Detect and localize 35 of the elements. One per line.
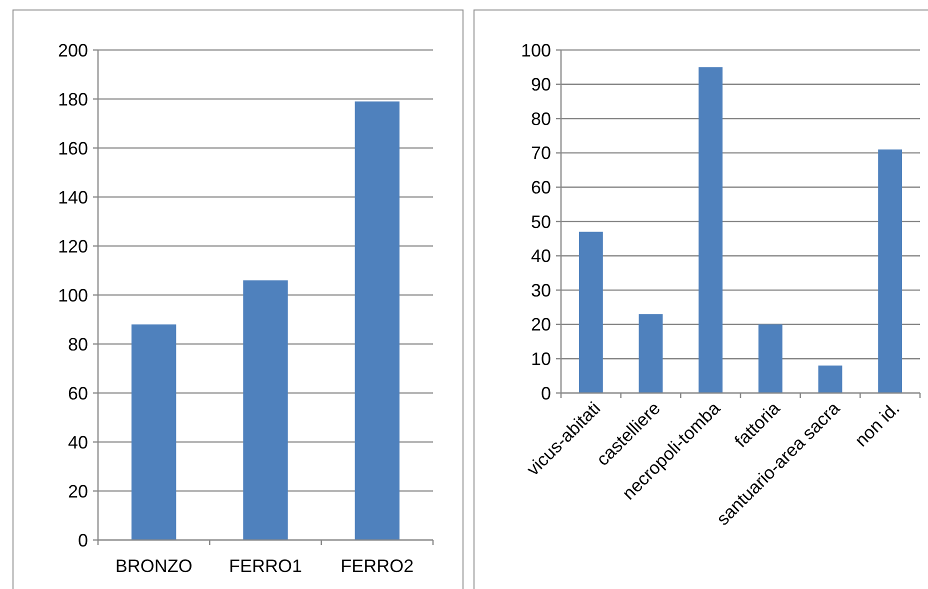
x-tick-label: BRONZO — [115, 556, 192, 576]
y-tick-label: 70 — [530, 143, 551, 164]
y-tick-label: 100 — [520, 40, 551, 60]
y-tick-label: 60 — [68, 383, 88, 404]
y-tick-label: 20 — [68, 481, 88, 502]
y-tick-label: 40 — [530, 246, 551, 266]
y-tick-label: 100 — [58, 285, 88, 306]
bar — [878, 149, 902, 393]
bar — [758, 324, 782, 393]
y-tick-label: 0 — [540, 383, 551, 404]
y-tick-label: 40 — [68, 432, 88, 452]
y-tick-label: 20 — [530, 314, 551, 335]
y-tick-label: 120 — [58, 236, 88, 256]
y-tick-label: 200 — [58, 40, 88, 60]
y-tick-label: 0 — [78, 530, 88, 550]
bar — [818, 366, 842, 393]
y-tick-label: 50 — [530, 212, 551, 232]
bar — [354, 101, 400, 540]
y-tick-label: 160 — [58, 138, 88, 158]
bar — [578, 232, 603, 393]
y-tick-label: 30 — [530, 280, 551, 300]
y-tick-label: 140 — [58, 187, 88, 208]
bar — [243, 280, 288, 540]
x-tick-label: non id. — [851, 398, 904, 450]
bar — [698, 67, 723, 393]
y-tick-label: 180 — [58, 89, 88, 110]
y-tick-label: 10 — [530, 349, 551, 369]
y-tick-label: 80 — [68, 334, 88, 354]
y-tick-label: 90 — [530, 74, 551, 95]
bar — [638, 314, 663, 393]
y-tick-label: 60 — [530, 178, 551, 198]
x-tick-label: FERRO2 — [340, 556, 414, 576]
bar — [132, 324, 176, 540]
x-tick-label: FERRO1 — [228, 556, 302, 576]
y-tick-label: 80 — [530, 108, 551, 129]
